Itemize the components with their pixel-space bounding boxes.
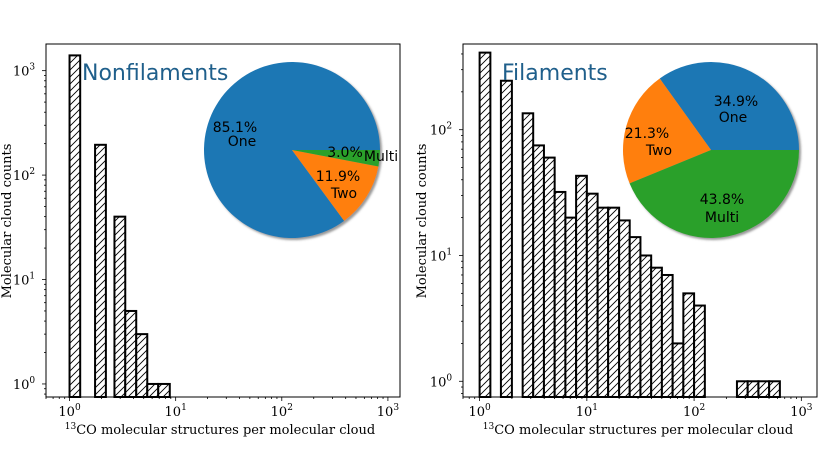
y-tick-label: 100 xyxy=(13,376,36,393)
pie-name-label-one: One xyxy=(719,110,748,126)
nonfilaments-axes-frame xyxy=(45,43,401,398)
pie-name-label-one: One xyxy=(228,134,257,150)
filaments-bar xyxy=(735,380,749,398)
filaments-bar xyxy=(499,79,513,399)
filaments-title: Filaments xyxy=(502,61,608,86)
pie-slice-one xyxy=(204,62,380,239)
filaments-bar xyxy=(746,380,760,398)
filaments-bar xyxy=(757,380,771,398)
filaments-bar xyxy=(596,206,610,398)
x-tick-label: 101 xyxy=(165,403,187,420)
nonfilaments-bar xyxy=(68,54,82,399)
nonfilaments-histogram xyxy=(68,54,171,399)
filaments-bar xyxy=(628,236,642,398)
filaments-bar xyxy=(671,342,685,399)
pie-slice-two xyxy=(622,78,711,184)
x-tick-label: 103 xyxy=(377,403,400,420)
filaments-bar xyxy=(564,216,578,398)
pie-name-label-multi: Multi xyxy=(364,149,398,165)
pie-percent-label-one: 85.1% xyxy=(213,120,257,136)
filaments-bar xyxy=(542,156,556,398)
filaments-bar xyxy=(618,219,631,398)
pie-percent-label-two: 21.3% xyxy=(625,126,669,142)
nonfilaments-bar xyxy=(135,333,149,399)
filaments-bar xyxy=(532,144,545,398)
filaments-bar xyxy=(650,266,663,398)
nonfilaments-bar xyxy=(157,382,171,399)
filaments-axes-frame xyxy=(462,43,818,398)
x-tick-label: 103 xyxy=(790,403,813,420)
nonfilaments-x-ticks: 100 101 102 103 xyxy=(45,397,400,420)
filaments-x-label: 13CO molecular structures per molecular … xyxy=(483,422,793,438)
x-tick-label: 100 xyxy=(58,403,81,420)
filaments-x-ticks: 100 101 102 103 xyxy=(462,397,813,420)
filaments-bar xyxy=(575,174,588,398)
nonfilaments-y-ticks: 100 101 102 103 xyxy=(13,63,46,395)
nonfilaments-x-label: 13CO molecular structures per molecular … xyxy=(65,422,375,438)
filaments-histogram xyxy=(478,51,781,399)
filaments-bar xyxy=(553,190,567,398)
nonfilaments-bar xyxy=(113,215,127,398)
pie-name-label-multi: Multi xyxy=(705,210,739,226)
x-tick-label: 102 xyxy=(683,403,705,420)
filaments-bar xyxy=(607,206,621,398)
filaments-bar xyxy=(682,292,696,398)
y-tick-label: 101 xyxy=(13,272,35,289)
pie-slices xyxy=(204,62,380,239)
filaments-bar xyxy=(660,273,674,399)
filaments-bar xyxy=(521,112,535,399)
filaments-bar xyxy=(478,51,492,399)
filaments-bar xyxy=(639,254,653,398)
pie-slices xyxy=(622,61,799,239)
x-tick-label: 100 xyxy=(468,403,491,420)
filaments-pie: 34.9%One 21.3%Two 43.8% Multi xyxy=(622,61,799,239)
nonfilaments-title: Nonfilaments xyxy=(82,61,228,86)
pie-slice-multi xyxy=(629,150,799,239)
y-tick-label: 101 xyxy=(430,247,452,264)
pie-percent-label-one: 34.9% xyxy=(714,94,758,110)
nonfilaments-x-label-sup: 13 xyxy=(65,422,77,432)
pie-name-label-two: Two xyxy=(330,186,357,202)
nonfilaments-y-label: Molecular cloud counts xyxy=(0,144,15,299)
filaments-x-label-text: CO molecular structures per molecular cl… xyxy=(494,423,793,438)
filaments-bar xyxy=(693,304,706,398)
x-tick-label: 101 xyxy=(576,403,598,420)
x-tick-label: 102 xyxy=(271,403,293,420)
y-tick-label: 103 xyxy=(13,63,36,80)
filaments-y-label: Molecular cloud counts xyxy=(415,144,430,299)
y-tick-label: 102 xyxy=(430,122,452,139)
filaments-bar xyxy=(768,380,781,398)
pie-percent-label-multi: 43.8% xyxy=(700,192,744,208)
nonfilaments-panel: 100 101 102 103 100 101 102 103 Nonfilaments M… xyxy=(0,43,401,438)
pie-slice-multi xyxy=(292,150,380,167)
nonfilaments-bar xyxy=(146,382,160,399)
nonfilaments-bar xyxy=(124,309,138,398)
pie-percent-label-two: 11.9% xyxy=(316,169,360,185)
nonfilaments-x-label-text: CO molecular structures per molecular cl… xyxy=(76,423,375,438)
pie-name-label-two: Two xyxy=(645,143,672,159)
pie-slice-one xyxy=(659,61,799,150)
filaments-bar xyxy=(585,192,599,398)
filaments-x-label-sup: 13 xyxy=(483,422,495,432)
nonfilaments-pie: 85.1%One 11.9%Two 3.0% Multi xyxy=(204,62,398,239)
pie-percent-label-multi: 3.0% xyxy=(327,145,363,161)
y-tick-label: 102 xyxy=(13,167,35,184)
y-tick-label: 100 xyxy=(430,373,453,390)
pie-slice-two xyxy=(292,150,379,221)
filaments-y-ticks: 100 101 102 xyxy=(430,53,463,394)
filaments-panel: 100 101 102 103 100 101 102 Filaments Molecul… xyxy=(415,43,818,438)
nonfilaments-bar xyxy=(94,143,107,398)
